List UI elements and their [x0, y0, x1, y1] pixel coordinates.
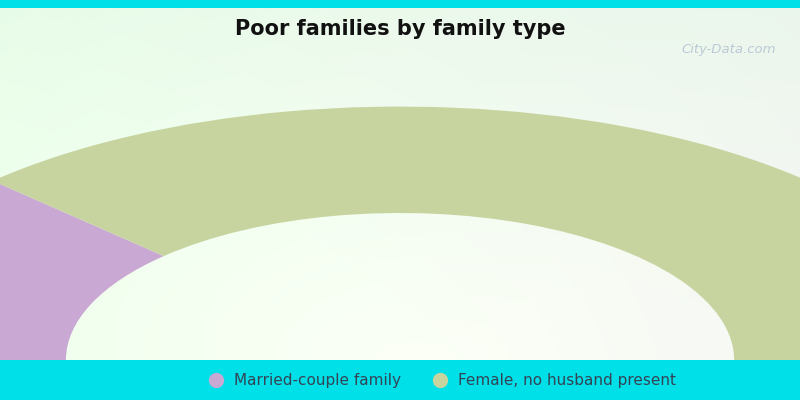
- Wedge shape: [0, 106, 800, 360]
- Text: Female, no husband present: Female, no husband present: [458, 372, 675, 388]
- Text: Married-couple family: Married-couple family: [234, 372, 401, 388]
- Text: City-Data.com: City-Data.com: [682, 43, 776, 56]
- Wedge shape: [0, 181, 164, 360]
- Text: Poor families by family type: Poor families by family type: [234, 18, 566, 38]
